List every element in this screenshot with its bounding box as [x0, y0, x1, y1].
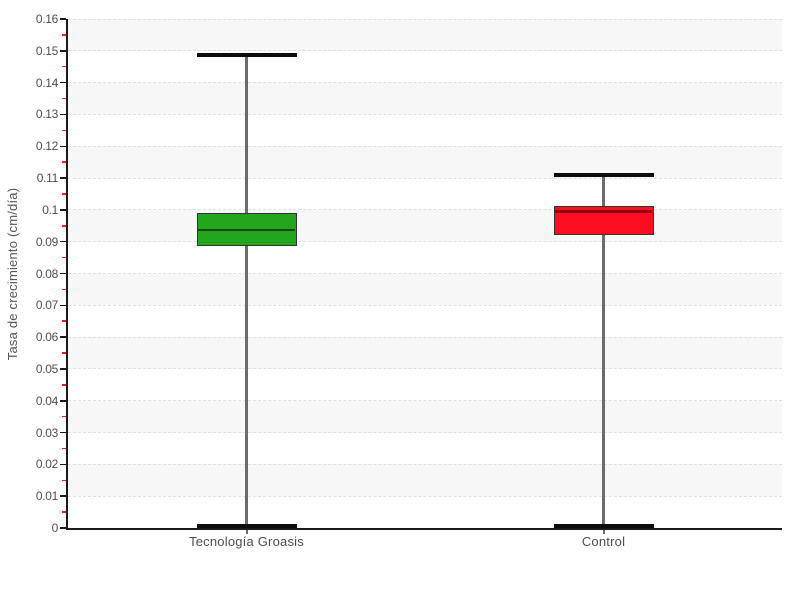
y-minor-tick: [62, 384, 66, 386]
y-major-tick: [60, 240, 66, 243]
y-major-tick: [60, 50, 66, 52]
y-minor-tick: [62, 225, 66, 227]
whisker-line: [602, 174, 605, 527]
y-tick-label: 0.15: [35, 43, 58, 58]
y-tick-label: 0.07: [35, 298, 58, 313]
y-major-tick: [60, 18, 66, 20]
x-category-label: Control: [581, 534, 626, 549]
y-minor-tick: [62, 447, 66, 450]
y-tick-label: 0.13: [35, 107, 58, 122]
y-major-tick: [60, 431, 66, 434]
plot-band: [68, 400, 782, 433]
x-axis-line: [66, 528, 782, 530]
y-tick-label: 0.04: [35, 393, 58, 408]
y-major-tick: [60, 81, 66, 84]
y-minor-tick: [62, 352, 66, 354]
y-tick-label: 0.09: [35, 234, 58, 249]
median-line: [198, 228, 295, 232]
whisker-line: [245, 54, 248, 527]
plot-band: [68, 337, 782, 369]
y-tick-label: 0.1: [42, 202, 58, 217]
y-major-tick: [60, 495, 66, 497]
y-minor-tick: [62, 97, 66, 100]
plot-band: [68, 146, 782, 179]
y-major-tick: [60, 209, 66, 211]
y-major-tick: [60, 463, 66, 466]
y-axis-line: [66, 19, 68, 530]
plot-band: [68, 82, 782, 115]
x-tick: [602, 529, 605, 534]
x-tick: [245, 529, 248, 534]
y-major-tick: [60, 368, 66, 370]
y-minor-tick: [62, 161, 66, 163]
plot-band: [68, 464, 782, 497]
plot-band: [68, 273, 782, 306]
y-major-tick: [60, 400, 66, 402]
y-tick-label: 0.16: [35, 12, 58, 26]
y-tick-label: 0.01: [35, 489, 58, 504]
y-major-tick: [60, 272, 66, 275]
y-minor-tick: [62, 256, 66, 259]
y-major-tick: [60, 177, 66, 179]
y-tick-label: 0.05: [35, 361, 58, 376]
whisker-cap-max: [553, 172, 654, 177]
y-minor-tick: [62, 415, 66, 418]
y-minor-tick: [62, 320, 66, 322]
y-major-tick: [60, 113, 66, 116]
plot-band: [68, 19, 782, 51]
y-tick-label: 0: [51, 521, 59, 535]
whisker-cap-max: [196, 52, 297, 57]
y-minor-tick: [62, 65, 66, 68]
y-major-tick: [60, 527, 66, 529]
y-major-tick: [60, 304, 66, 307]
median-line: [555, 210, 652, 213]
y-minor-tick: [62, 288, 66, 291]
y-minor-tick: [62, 193, 66, 195]
y-major-tick: [60, 145, 66, 147]
whisker-cap-min: [553, 524, 654, 529]
whisker-cap-min: [196, 524, 297, 529]
y-minor-tick: [62, 34, 66, 36]
x-category-label: Tecnología Groasis: [189, 534, 304, 549]
y-tick-label: 0.02: [35, 457, 58, 472]
y-minor-tick: [62, 479, 66, 482]
y-minor-tick: [62, 511, 66, 513]
y-major-tick: [60, 336, 66, 338]
y-minor-tick: [62, 129, 66, 132]
plot-band: [68, 209, 782, 242]
y-tick-label: 0.08: [35, 266, 58, 281]
y-tick-label: 0.11: [36, 171, 59, 186]
y-tick-label: 0.12: [35, 139, 58, 154]
y-tick-label: 0.06: [35, 330, 58, 345]
y-tick-label: 0.03: [35, 425, 58, 440]
y-tick-label: 0.14: [35, 75, 58, 90]
